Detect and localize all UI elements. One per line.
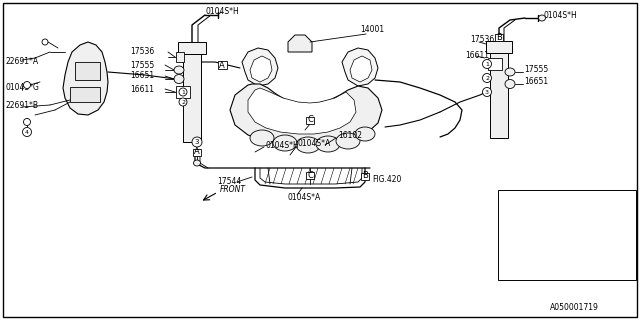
- FancyBboxPatch shape: [218, 61, 227, 69]
- FancyBboxPatch shape: [306, 172, 314, 179]
- Circle shape: [192, 137, 202, 147]
- Text: A: A: [219, 60, 225, 69]
- Text: A50685('11MY1007-): A50685('11MY1007-): [524, 268, 594, 274]
- Text: 16395: 16395: [526, 212, 552, 221]
- Circle shape: [504, 194, 514, 204]
- Text: 2: 2: [507, 214, 511, 220]
- Ellipse shape: [174, 75, 184, 84]
- Text: 0104S*H: 0104S*H: [206, 7, 240, 17]
- Text: 0104S*G: 0104S*G: [6, 83, 40, 92]
- Text: 4: 4: [507, 259, 511, 265]
- Circle shape: [42, 39, 48, 45]
- Text: 1: 1: [507, 196, 511, 202]
- Circle shape: [22, 127, 31, 137]
- Text: 3: 3: [195, 139, 199, 145]
- Polygon shape: [342, 48, 378, 86]
- Text: 22691*A: 22691*A: [6, 58, 39, 67]
- Text: 14001: 14001: [360, 26, 384, 35]
- Text: A050001719: A050001719: [550, 303, 599, 313]
- Ellipse shape: [336, 133, 360, 149]
- Text: 16611: 16611: [465, 51, 489, 60]
- Ellipse shape: [538, 15, 545, 21]
- FancyBboxPatch shape: [70, 87, 100, 102]
- Circle shape: [179, 88, 187, 96]
- Text: 17544: 17544: [217, 178, 241, 187]
- Polygon shape: [230, 84, 382, 144]
- Ellipse shape: [174, 66, 184, 74]
- Circle shape: [504, 230, 514, 240]
- FancyBboxPatch shape: [75, 62, 100, 80]
- Text: 16102: 16102: [338, 131, 362, 140]
- FancyBboxPatch shape: [193, 148, 201, 156]
- Circle shape: [24, 118, 31, 125]
- FancyBboxPatch shape: [176, 52, 184, 62]
- Polygon shape: [63, 42, 108, 115]
- Text: 16611: 16611: [130, 84, 154, 93]
- Polygon shape: [350, 56, 372, 82]
- Text: 1: 1: [181, 90, 185, 94]
- Text: 16608: 16608: [526, 230, 552, 239]
- Polygon shape: [288, 35, 312, 52]
- Text: 4: 4: [25, 130, 29, 134]
- FancyBboxPatch shape: [498, 190, 636, 280]
- Circle shape: [483, 60, 492, 68]
- FancyBboxPatch shape: [486, 41, 512, 53]
- FancyBboxPatch shape: [306, 116, 314, 124]
- Ellipse shape: [296, 137, 320, 153]
- FancyBboxPatch shape: [488, 58, 502, 70]
- Ellipse shape: [316, 136, 340, 152]
- Text: 17536: 17536: [130, 47, 154, 57]
- Circle shape: [483, 87, 492, 97]
- Circle shape: [483, 74, 492, 83]
- Text: 0104S*H: 0104S*H: [266, 140, 300, 149]
- Ellipse shape: [505, 68, 515, 76]
- FancyBboxPatch shape: [176, 86, 190, 98]
- Circle shape: [504, 212, 514, 222]
- Ellipse shape: [250, 130, 274, 146]
- Text: 0104S*A: 0104S*A: [288, 194, 321, 203]
- Text: B: B: [362, 172, 368, 180]
- Text: 1: 1: [485, 61, 489, 67]
- Text: 3: 3: [507, 232, 511, 238]
- Text: A50635(-'11MY1007): A50635(-'11MY1007): [524, 250, 594, 256]
- Circle shape: [24, 82, 31, 89]
- FancyBboxPatch shape: [495, 34, 503, 41]
- Text: 2: 2: [181, 100, 185, 105]
- Text: 3: 3: [485, 90, 489, 94]
- Text: C: C: [307, 171, 313, 180]
- FancyBboxPatch shape: [178, 42, 206, 54]
- Ellipse shape: [193, 160, 200, 166]
- Ellipse shape: [505, 79, 515, 89]
- Text: 17555: 17555: [130, 60, 154, 69]
- Text: 2: 2: [485, 76, 489, 81]
- Ellipse shape: [355, 127, 375, 141]
- Text: 16651: 16651: [524, 77, 548, 86]
- Polygon shape: [248, 88, 356, 134]
- Text: 17536: 17536: [470, 36, 494, 44]
- Text: 16698: 16698: [526, 195, 552, 204]
- Ellipse shape: [273, 135, 297, 151]
- Text: FIG.420: FIG.420: [372, 175, 401, 185]
- Circle shape: [504, 257, 514, 267]
- Text: 22691*B: 22691*B: [6, 100, 39, 109]
- FancyBboxPatch shape: [490, 53, 508, 138]
- FancyBboxPatch shape: [361, 172, 369, 180]
- Polygon shape: [250, 56, 272, 82]
- Polygon shape: [242, 48, 278, 86]
- Text: C: C: [307, 116, 313, 124]
- Text: FRONT: FRONT: [220, 186, 246, 195]
- Text: 0104S*A: 0104S*A: [298, 140, 332, 148]
- Text: 17555: 17555: [524, 65, 548, 74]
- FancyBboxPatch shape: [183, 54, 201, 142]
- Text: 0104S*H: 0104S*H: [543, 11, 577, 20]
- Text: 16651: 16651: [130, 71, 154, 81]
- Circle shape: [179, 98, 187, 106]
- FancyBboxPatch shape: [3, 3, 637, 317]
- Text: B: B: [496, 33, 502, 42]
- Text: A: A: [194, 148, 200, 156]
